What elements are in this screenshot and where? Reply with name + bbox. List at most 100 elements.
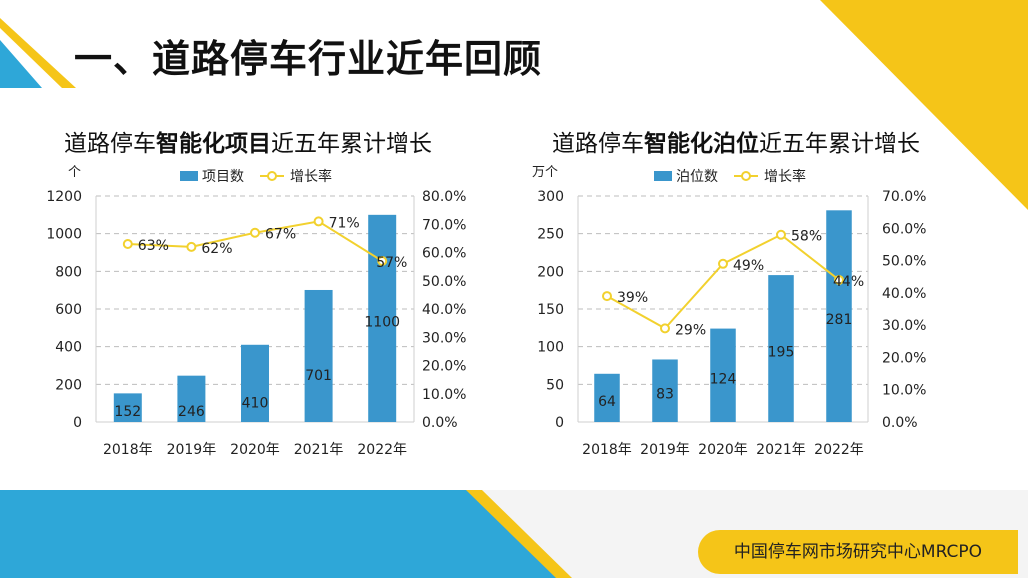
y-tick-label: 300	[537, 189, 564, 205]
bar	[594, 373, 620, 422]
y-tick-label: 600	[55, 302, 82, 318]
chart1-title-suffix: 近五年累计增长	[271, 131, 432, 157]
x-tick-label: 2022年	[357, 442, 407, 458]
x-tick-label: 2021年	[756, 442, 806, 458]
y-tick-label: 150	[537, 302, 564, 318]
legend-line-label: 增长率	[764, 168, 806, 185]
x-tick-label: 2018年	[103, 442, 153, 458]
growth-rate-label: 63%	[138, 238, 169, 254]
y-tick-label: 200	[55, 377, 82, 393]
growth-rate-point	[377, 255, 388, 266]
growth-rate-point	[313, 216, 324, 227]
top-right-yellow-shape	[820, 0, 1028, 210]
growth-rate-point	[776, 229, 786, 240]
growth-rate-label: 49%	[733, 258, 764, 274]
y-axis-unit: 万个	[532, 165, 558, 180]
bottom-left-blue-shape	[0, 490, 560, 578]
growth-rate-point	[122, 239, 133, 250]
y2-tick-label: 50.0%	[422, 274, 466, 290]
chart2-title-bold: 智能化泊位	[644, 131, 759, 157]
y2-tick-label: 10.0%	[882, 383, 926, 399]
bar-value-label: 83	[656, 387, 674, 403]
growth-rate-line	[606, 233, 840, 330]
chart2-title-prefix: 道路停车	[552, 131, 644, 157]
y-tick-label: 400	[55, 340, 82, 356]
growth-rate-point	[186, 241, 197, 252]
growth-rate-label: 29%	[675, 322, 706, 338]
bar-value-label: 281	[826, 312, 853, 328]
page-title: 一、道路停车行业近年回顾	[74, 37, 543, 81]
growth-rate-point	[602, 291, 612, 302]
y2-tick-label: 60.0%	[422, 246, 466, 262]
y2-tick-label: 20.0%	[422, 359, 466, 375]
y-tick-label: 1000	[46, 227, 82, 243]
x-tick-label: 2021年	[294, 442, 344, 458]
y2-tick-label: 20.0%	[882, 350, 926, 366]
legend-bar-swatch	[180, 171, 198, 181]
legend-bar-swatch	[654, 171, 672, 181]
y-tick-label: 50	[546, 377, 564, 393]
x-tick-label: 2019年	[640, 442, 690, 458]
y-tick-label: 250	[537, 227, 564, 243]
growth-rate-label: 58%	[791, 229, 822, 245]
y2-tick-label: 50.0%	[882, 254, 926, 270]
growth-rate-point	[834, 274, 844, 285]
bar-value-label: 1100	[364, 314, 400, 330]
legend-bar-label: 泊位数	[676, 169, 718, 185]
bar	[113, 393, 142, 422]
bar-value-label: 410	[242, 395, 269, 411]
bar	[652, 359, 678, 422]
y-axis-unit: 个	[68, 165, 81, 180]
bar	[710, 328, 736, 422]
x-tick-label: 2020年	[698, 442, 748, 458]
chart1-title: 道路停车智能化项目近五年累计增长	[64, 124, 432, 158]
y-tick-label: 200	[537, 264, 564, 280]
growth-rate-label: 62%	[201, 241, 232, 257]
bar-value-label: 124	[710, 371, 737, 387]
bar-value-label: 195	[768, 345, 795, 361]
y-tick-label: 1200	[46, 189, 82, 205]
growth-rate-label: 44%	[833, 274, 864, 290]
legend-line-label: 增长率	[290, 168, 332, 185]
growth-rate-label: 57%	[376, 255, 407, 271]
footer-brand-label: 中国停车网市场研究中心MRCPO	[698, 530, 1018, 574]
chart1-title-bold: 智能化项目	[156, 131, 271, 157]
chart2-title: 道路停车智能化泊位近五年累计增长	[552, 124, 920, 158]
bar-value-label: 64	[598, 394, 616, 410]
growth-rate-label: 39%	[617, 290, 648, 306]
growth-rate-label: 71%	[329, 215, 360, 231]
bar	[177, 375, 206, 422]
y2-tick-label: 10.0%	[422, 387, 466, 403]
y-tick-label: 0	[73, 415, 82, 431]
y2-tick-label: 30.0%	[882, 318, 926, 334]
berth-growth-chart: 万个 0 50 100 150 200 250 300 0.0% 10.0% 20.0% 30.0% 4…	[532, 165, 926, 458]
top-left-blue-triangle	[0, 40, 42, 88]
bar	[304, 289, 333, 422]
x-tick-label: 2022年	[814, 442, 864, 458]
y-tick-label: 0	[555, 415, 564, 431]
chart2-title-suffix: 近五年累计增长	[759, 131, 920, 157]
bar-value-label: 701	[305, 368, 332, 384]
y2-tick-label: 40.0%	[422, 302, 466, 318]
bar	[826, 210, 852, 422]
bar	[241, 344, 269, 422]
y2-tick-label: 0.0%	[422, 415, 458, 431]
y2-tick-label: 60.0%	[882, 221, 926, 237]
growth-rate-point	[250, 227, 260, 238]
y2-tick-label: 30.0%	[422, 330, 466, 346]
growth-rate-point	[718, 258, 728, 269]
bar-value-label: 246	[178, 404, 205, 420]
y2-tick-label: 80.0%	[422, 189, 466, 205]
x-tick-label: 2018年	[582, 442, 632, 458]
y2-tick-label: 40.0%	[882, 286, 926, 302]
growth-rate-label: 67%	[265, 227, 296, 243]
top-left-yellow-stripe	[0, 18, 76, 88]
y-tick-label: 100	[537, 340, 564, 356]
bar-value-label: 152	[114, 404, 141, 420]
legend-line-marker	[267, 171, 277, 181]
y2-tick-label: 70.0%	[422, 217, 466, 233]
bottom-yellow-stripe	[466, 490, 572, 578]
x-tick-label: 2019年	[167, 442, 217, 458]
legend-bar-label: 项目数	[202, 169, 244, 185]
y-tick-label: 800	[55, 264, 82, 280]
